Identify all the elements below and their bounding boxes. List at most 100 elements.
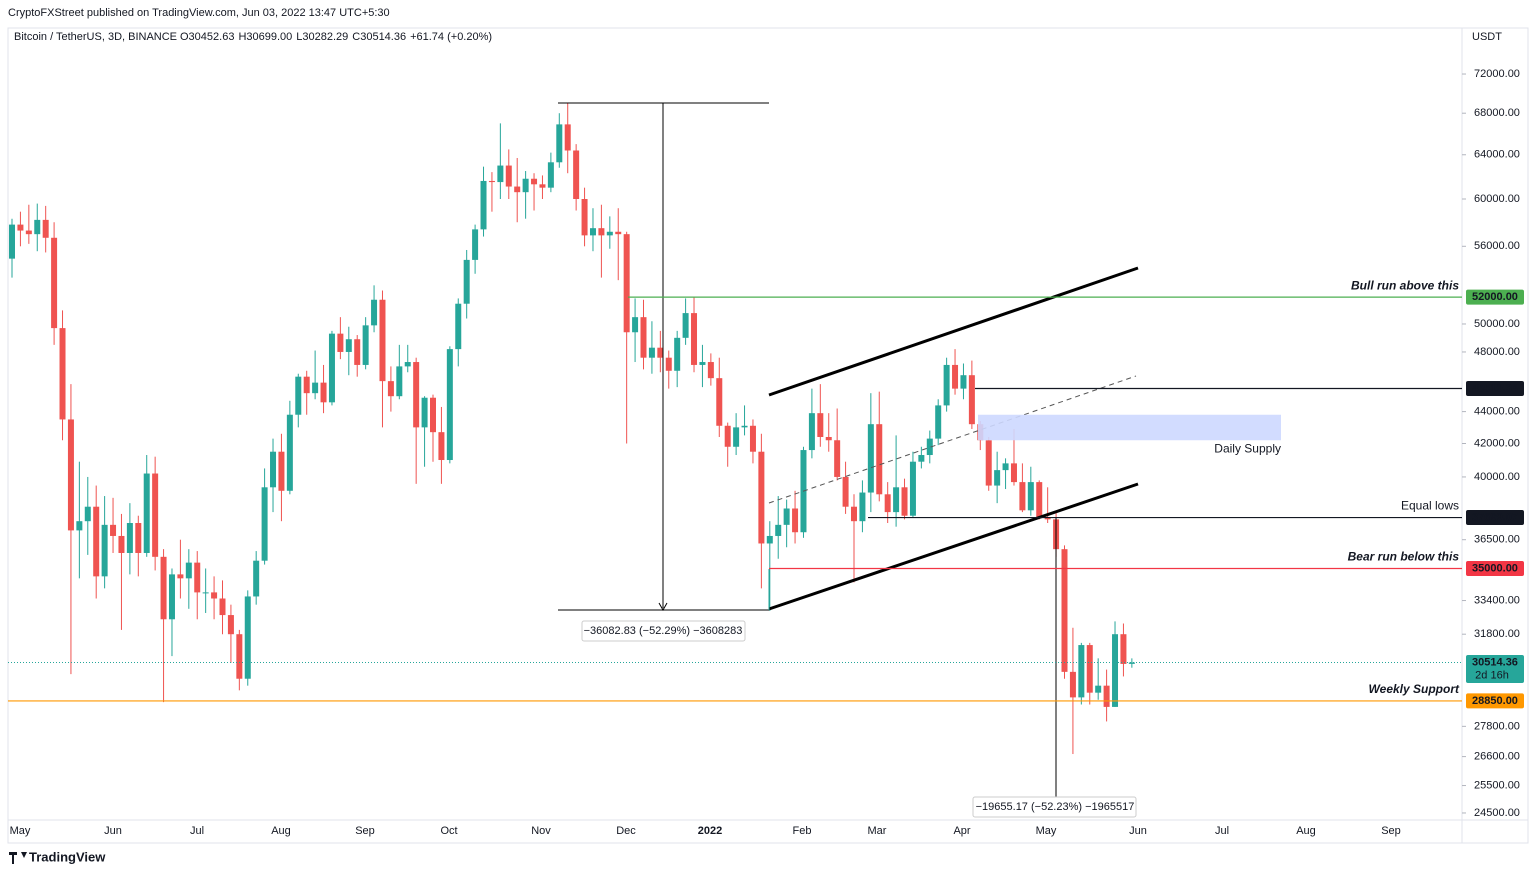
y-tick-label: 27800.00 bbox=[1474, 720, 1520, 732]
candle-body bbox=[1002, 463, 1009, 471]
candle-body bbox=[143, 473, 150, 553]
price-box bbox=[1466, 693, 1524, 709]
measure-label: −19655.17 (−52.23%) −1965517 bbox=[976, 801, 1135, 813]
candle-body bbox=[93, 506, 100, 577]
candle-body bbox=[337, 333, 344, 352]
y-tick-label: 26600.00 bbox=[1474, 751, 1520, 763]
y-tick-label: 64000.00 bbox=[1474, 149, 1520, 161]
drawings: −36082.83 (−52.29%) −3608283 −19655.17 (… bbox=[8, 102, 1462, 818]
candle-body bbox=[556, 124, 563, 163]
level-note: Weekly Support bbox=[1369, 682, 1460, 696]
candle-body bbox=[1010, 463, 1017, 483]
candle-body bbox=[758, 451, 765, 544]
x-tick-label: May bbox=[1036, 825, 1057, 837]
candle-body bbox=[867, 424, 874, 493]
x-tick-label: Dec bbox=[616, 825, 636, 837]
candle-body bbox=[859, 492, 866, 522]
x-tick-label: May bbox=[10, 825, 31, 837]
candle-body bbox=[1112, 634, 1119, 707]
candle-body bbox=[253, 560, 260, 597]
price-box-label: 35000.00 bbox=[1472, 562, 1518, 574]
candle-body bbox=[775, 524, 782, 536]
candle-body bbox=[278, 451, 285, 491]
candle-body bbox=[834, 440, 841, 477]
candle-body bbox=[893, 487, 900, 513]
candle-body bbox=[421, 397, 428, 428]
candle-body bbox=[564, 124, 571, 151]
candle-body bbox=[413, 362, 420, 428]
candle-body bbox=[707, 362, 714, 379]
candle-body bbox=[59, 328, 66, 420]
candle-body bbox=[632, 317, 639, 333]
candle-body bbox=[581, 199, 588, 236]
candles bbox=[9, 103, 1135, 755]
y-tick-label: 56000.00 bbox=[1474, 240, 1520, 252]
candle-body bbox=[9, 224, 15, 259]
candle-body bbox=[51, 237, 58, 329]
candle-body bbox=[505, 165, 512, 187]
x-tick-label: Sep bbox=[355, 825, 375, 837]
candle-body bbox=[118, 535, 125, 553]
brand-logo bbox=[9, 852, 27, 864]
x-tick-label: Sep bbox=[1381, 825, 1401, 837]
y-tick-label: 31800.00 bbox=[1474, 628, 1520, 640]
candle-body bbox=[387, 381, 394, 397]
candle-body bbox=[699, 362, 706, 365]
candle-body bbox=[1128, 662, 1135, 664]
candle-body bbox=[219, 598, 226, 616]
candle-body bbox=[295, 376, 302, 415]
candle-body bbox=[522, 178, 529, 193]
candle-body bbox=[168, 574, 175, 620]
legend-value: +61.74 (+0.20%) bbox=[410, 31, 492, 43]
candle-body bbox=[1086, 645, 1093, 693]
price-box-label: 52000.00 bbox=[1472, 291, 1518, 303]
candle-body bbox=[1044, 517, 1051, 520]
candle-body bbox=[455, 303, 462, 350]
candle-body bbox=[589, 228, 596, 236]
y-tick-label: 72000.00 bbox=[1474, 68, 1520, 80]
candle-body bbox=[1095, 685, 1102, 693]
candle-body bbox=[935, 405, 942, 439]
candle-body bbox=[648, 347, 655, 358]
candle-body bbox=[909, 461, 916, 516]
countdown: 2d 16h bbox=[1475, 669, 1509, 681]
candle-body bbox=[960, 375, 967, 389]
candle-body bbox=[901, 487, 908, 516]
candle-body bbox=[985, 440, 992, 486]
candle-body bbox=[438, 432, 445, 461]
x-tick-label: Apr bbox=[953, 825, 970, 837]
candle-body bbox=[573, 150, 580, 200]
candle-body bbox=[994, 470, 1001, 486]
candle-body bbox=[362, 325, 369, 365]
candle-body bbox=[531, 178, 538, 185]
candle-body bbox=[67, 419, 74, 531]
candle-body bbox=[25, 230, 32, 235]
candle-body bbox=[101, 524, 108, 577]
candle-body bbox=[817, 413, 824, 437]
y-tick-label: 33400.00 bbox=[1474, 594, 1520, 606]
candle-body bbox=[884, 494, 891, 513]
price-box bbox=[1466, 289, 1524, 305]
candle-body bbox=[160, 556, 167, 620]
candle-body bbox=[1103, 685, 1110, 707]
candle-body bbox=[84, 506, 91, 522]
x-tick-label: Jun bbox=[104, 825, 122, 837]
candle-body bbox=[110, 524, 117, 536]
candle-body bbox=[236, 634, 243, 679]
candle-body bbox=[783, 508, 790, 525]
measure-label: −36082.83 (−52.29%) −3608283 bbox=[584, 625, 743, 637]
candle-body bbox=[261, 487, 268, 561]
candle-body bbox=[539, 184, 546, 188]
legend-value: L30282.29 bbox=[296, 31, 348, 43]
candle-body bbox=[808, 413, 815, 451]
x-tick-label: Nov bbox=[531, 825, 551, 837]
legend-value: C30514.36 bbox=[352, 31, 406, 43]
price-box-label: 45510.34 bbox=[1472, 382, 1519, 394]
x-tick-label: Mar bbox=[868, 825, 887, 837]
candle-body bbox=[244, 596, 251, 679]
measure-arrow bbox=[658, 602, 668, 612]
y-tick-label: 24500.00 bbox=[1474, 807, 1520, 819]
candle-body bbox=[623, 234, 630, 333]
